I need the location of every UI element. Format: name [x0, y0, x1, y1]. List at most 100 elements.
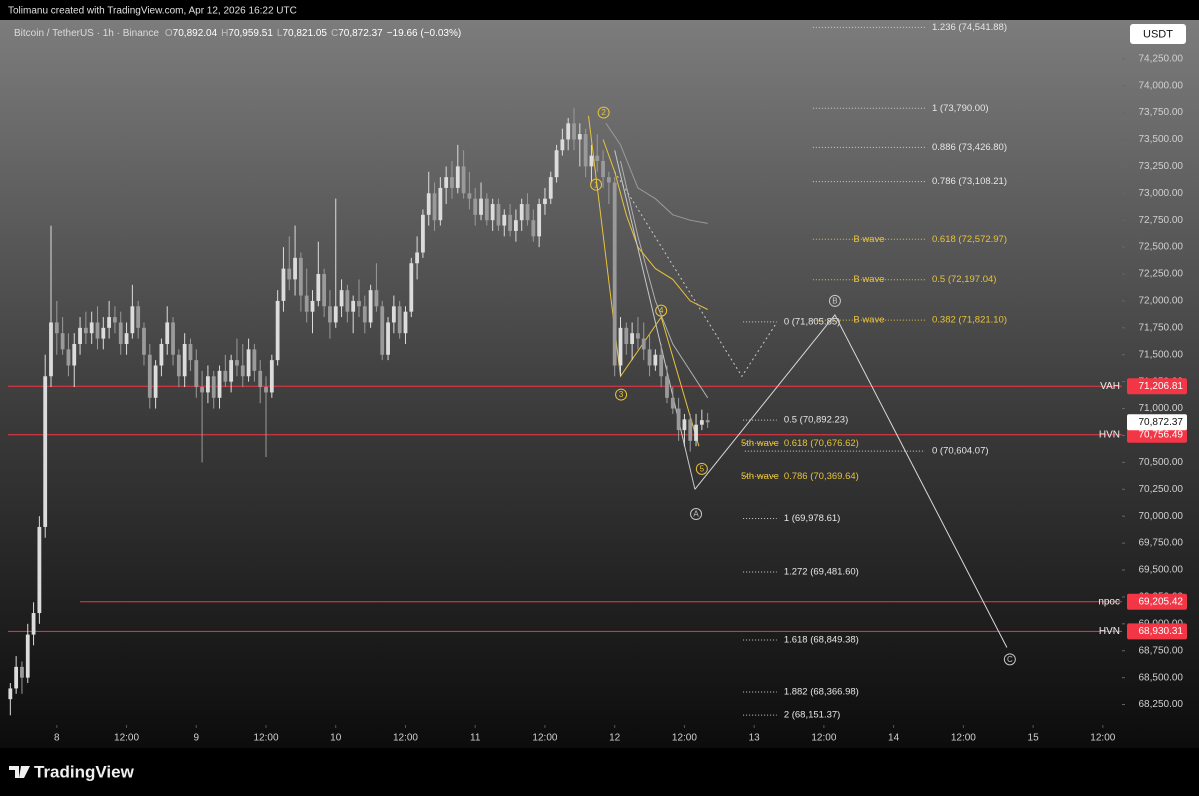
candle-body — [589, 155, 594, 167]
currency-label[interactable]: USDT — [1143, 28, 1173, 40]
level-value: 68,930.31 — [1139, 626, 1184, 637]
drawing-line — [694, 313, 1008, 648]
legend-key: L — [277, 28, 283, 39]
x-tick-label: 12:00 — [811, 733, 836, 744]
candle-body — [298, 257, 303, 296]
y-tick-label: 69,500.00 — [1139, 565, 1184, 576]
level-value: 70,756.49 — [1139, 429, 1184, 440]
drawing-line — [614, 171, 778, 378]
candle-body — [78, 327, 82, 344]
x-tick-label: 12 — [609, 733, 621, 744]
candle-body — [595, 155, 600, 161]
candle-body — [543, 198, 547, 205]
candle-body — [467, 193, 472, 199]
candle-body — [223, 370, 228, 382]
y-tick-label: 70,500.00 — [1139, 457, 1184, 468]
x-tick-label: 10 — [330, 733, 342, 744]
candle-body — [83, 327, 88, 334]
currency-button[interactable] — [1130, 24, 1186, 44]
x-tick-label: 14 — [888, 733, 900, 744]
wave-label: 2 — [601, 108, 606, 117]
candle-body — [159, 343, 164, 366]
candle-body — [676, 408, 681, 431]
level-name: HVN — [1099, 429, 1120, 440]
candle-body — [165, 322, 170, 344]
candle-body — [572, 123, 576, 140]
legend-value: 70,959.51 — [228, 28, 273, 39]
ohlc-legend: Bitcoin / TetherUS · 1h · Binance O70,892… — [14, 28, 461, 39]
wave-marker — [1003, 653, 1016, 666]
candle-body — [287, 268, 292, 280]
candle-body — [49, 322, 53, 377]
candle-body — [25, 634, 30, 678]
symbol: Bitcoin / TetherUS · 1h · Binance — [14, 28, 159, 39]
candle-body — [252, 349, 257, 371]
candle-body — [583, 134, 588, 167]
candle-body — [566, 123, 571, 140]
y-tick-label: 68,500.00 — [1139, 672, 1184, 683]
fib-tag: B wave — [853, 234, 884, 245]
legend-value: 70,821.05 — [282, 28, 327, 39]
candle-body — [473, 198, 478, 215]
candle-body — [60, 333, 65, 350]
candle-body — [391, 306, 396, 323]
legend-change: −19.66 (−0.03%) — [387, 28, 462, 39]
candle-body — [20, 666, 24, 678]
candle-body — [560, 139, 565, 151]
level-box — [1127, 593, 1187, 610]
candle-body — [176, 354, 181, 377]
legend-key: C — [331, 28, 338, 39]
candle-body — [95, 322, 100, 339]
candle-body — [54, 322, 59, 334]
candle-body — [665, 376, 669, 398]
candle-body — [147, 354, 152, 398]
candle-body — [107, 317, 112, 328]
candle-body — [490, 204, 495, 221]
y-tick-label: 71,750.00 — [1139, 322, 1184, 333]
fib-label: 0.382 (71,821.10) — [932, 315, 1007, 326]
candle-body — [345, 290, 350, 312]
candle-body — [682, 419, 687, 431]
candle-body — [653, 354, 658, 366]
candle-body — [537, 204, 542, 237]
candle-body — [37, 526, 42, 614]
y-tick-label: 70,000.00 — [1139, 511, 1184, 522]
level-name: HVN — [1099, 626, 1120, 637]
fib-tag: 5th wave — [741, 471, 779, 482]
candle-body — [502, 214, 507, 226]
candle-body — [479, 198, 483, 215]
y-tick-label: 69,750.00 — [1139, 538, 1184, 549]
candle-body — [188, 343, 193, 361]
candle-body — [142, 327, 146, 355]
fib-label: 0.786 (73,108.21) — [932, 176, 1007, 187]
candle-body — [450, 177, 454, 188]
wave-marker — [590, 178, 603, 191]
candle-body — [409, 263, 414, 312]
x-tick-label: 12:00 — [1090, 733, 1115, 744]
candle-body — [531, 220, 536, 237]
fib-label: 1.236 (74,541.88) — [932, 22, 1007, 33]
candle-body — [8, 688, 13, 700]
candle-body — [641, 338, 646, 350]
candle-body — [415, 252, 420, 264]
drawing-line — [620, 160, 709, 399]
wave-label: B — [832, 297, 837, 306]
candle-body — [438, 187, 443, 221]
candle-body — [31, 613, 36, 635]
candle-body — [316, 274, 321, 301]
candle-body — [293, 257, 297, 280]
wave-label: C — [1007, 655, 1013, 664]
candle-body — [130, 306, 135, 334]
y-tick-label: 72,500.00 — [1139, 242, 1184, 253]
wave-marker — [597, 106, 610, 119]
candle-body — [606, 177, 611, 183]
fib-label: 0 (71,805.85) — [784, 316, 841, 327]
candle-body — [554, 150, 559, 178]
candle-body — [89, 322, 94, 334]
wave-label: A — [693, 510, 699, 519]
candle-body — [310, 300, 315, 312]
candle-body — [618, 327, 623, 366]
candle-body — [362, 306, 367, 323]
candle-body — [688, 419, 693, 441]
wave-marker — [615, 388, 628, 401]
